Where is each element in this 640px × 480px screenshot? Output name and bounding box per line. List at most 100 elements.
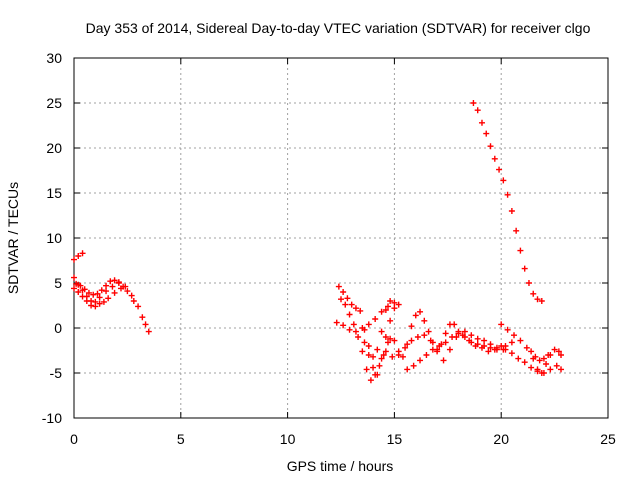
data-point <box>498 321 505 328</box>
data-point <box>496 166 503 173</box>
data-point <box>555 348 562 355</box>
data-point <box>79 293 86 300</box>
data-point <box>500 177 507 184</box>
data-point <box>511 332 518 339</box>
data-point <box>523 344 530 351</box>
data-point <box>365 321 372 328</box>
data-point <box>528 348 535 355</box>
data-point <box>376 362 383 369</box>
data-point <box>558 352 565 358</box>
series-sat_j <box>382 332 505 364</box>
data-point <box>355 334 362 340</box>
data-point <box>442 339 449 346</box>
data-point <box>417 308 424 315</box>
data-point <box>513 227 520 234</box>
data-point <box>412 312 419 319</box>
data-point <box>380 352 387 358</box>
data-point <box>367 377 374 384</box>
data-point <box>111 289 118 296</box>
data-point <box>145 328 152 335</box>
data-point <box>427 337 434 344</box>
data-point <box>442 330 449 337</box>
y-tick-label: 0 <box>54 320 62 336</box>
data-point <box>352 305 359 312</box>
data-point <box>382 307 389 313</box>
data-point <box>73 280 80 287</box>
series-sat_k <box>404 328 507 373</box>
y-tick-label: -5 <box>50 365 63 381</box>
data-point <box>342 301 349 308</box>
data-point <box>551 346 558 353</box>
data-point <box>481 337 488 344</box>
data-point <box>425 328 432 335</box>
data-points <box>71 100 565 384</box>
data-point <box>378 355 385 362</box>
data-point <box>487 143 494 150</box>
series-sat_o <box>528 348 552 364</box>
data-point <box>374 371 381 378</box>
data-point <box>440 357 447 364</box>
series-sat_d <box>73 277 127 298</box>
data-point <box>365 352 372 358</box>
data-point <box>372 316 379 322</box>
data-point <box>543 361 550 367</box>
series-sat_e <box>335 283 394 360</box>
y-axis-label: SDTVAR / TECUs <box>5 182 21 294</box>
data-point <box>100 298 107 305</box>
data-point <box>498 343 505 349</box>
data-point <box>103 288 110 295</box>
data-point <box>384 303 391 310</box>
data-point <box>387 317 394 324</box>
chart-title: Day 353 of 2014, Sidereal Day-to-day VTE… <box>86 20 591 36</box>
data-point <box>389 353 396 360</box>
data-point <box>474 107 481 114</box>
series-sat_n <box>502 346 565 376</box>
data-point <box>387 335 394 342</box>
data-point <box>515 355 522 362</box>
data-point <box>395 301 402 308</box>
data-point <box>107 278 114 285</box>
y-tick-label: 30 <box>46 50 62 66</box>
data-point <box>545 352 552 358</box>
data-point <box>487 341 494 348</box>
data-point <box>340 289 347 295</box>
data-point <box>382 348 389 355</box>
data-point <box>352 328 359 335</box>
data-point <box>502 346 509 353</box>
data-point <box>525 280 532 286</box>
y-tick-label: -10 <box>42 410 62 426</box>
data-point <box>85 289 92 296</box>
data-point <box>378 328 385 335</box>
data-point <box>436 343 443 349</box>
data-point <box>508 350 515 357</box>
data-point <box>94 290 101 297</box>
data-point <box>75 289 82 295</box>
data-point <box>359 348 366 355</box>
data-point <box>408 337 415 344</box>
data-point <box>96 294 103 301</box>
data-point <box>382 334 389 340</box>
data-point <box>483 130 490 137</box>
data-point <box>468 332 475 339</box>
data-point <box>404 341 411 348</box>
series-sat_h <box>333 299 398 335</box>
data-point <box>485 348 492 355</box>
data-point <box>338 296 344 303</box>
data-point <box>361 339 368 346</box>
data-point <box>423 352 430 358</box>
data-point <box>547 366 554 373</box>
data-point <box>446 346 453 353</box>
data-point <box>508 208 515 214</box>
data-point <box>534 368 541 375</box>
data-point <box>478 119 485 126</box>
data-point <box>434 348 441 355</box>
axis-ticks: 0 5 10 15 20 25 -10 -5 0 5 10 15 20 25 30 <box>42 50 616 447</box>
data-point <box>344 295 351 302</box>
data-point <box>528 364 535 371</box>
x-tick-label: 20 <box>493 431 509 447</box>
series-sat_a <box>71 250 86 263</box>
data-point <box>335 283 342 290</box>
data-point <box>540 370 547 376</box>
data-point <box>421 317 428 324</box>
data-point <box>391 299 398 306</box>
